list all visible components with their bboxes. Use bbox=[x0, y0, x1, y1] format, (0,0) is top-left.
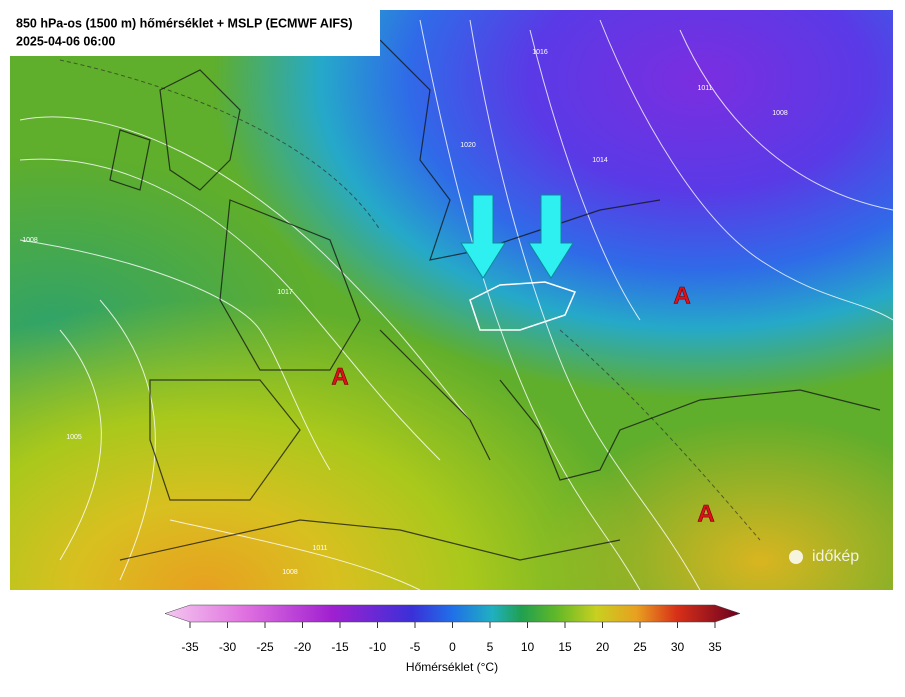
logo: időkép bbox=[812, 548, 859, 565]
isobar-label: 1011 bbox=[697, 85, 712, 92]
map-area: 1016 1011 1008 1014 1020 1017 1008 1005 1011 1008… bbox=[10, 10, 893, 590]
isobar-label: 1005 bbox=[66, 434, 82, 441]
colorbar-tick-label: -25 bbox=[256, 640, 274, 654]
arrow bbox=[528, 194, 574, 279]
high-pressure-label: A bbox=[697, 500, 714, 527]
colorbar-tick-label: 35 bbox=[708, 640, 722, 654]
title: 850 hPa-os (1500 m) hőmérséklet + MSLP (… bbox=[16, 16, 353, 30]
colorbar-tick-label: -30 bbox=[219, 640, 237, 654]
isobar-label: 1008 bbox=[772, 110, 788, 117]
colorbar-tick-label: 15 bbox=[558, 640, 572, 654]
isobar-label: 1017 bbox=[277, 289, 293, 296]
colorbar-tick-label: 0 bbox=[449, 640, 456, 654]
isobar-label: 1008 bbox=[22, 237, 38, 244]
colorbar-tick-label: -15 bbox=[331, 640, 349, 654]
colorbar-tick-label: 10 bbox=[521, 640, 535, 654]
isobar-label: 1020 bbox=[460, 142, 476, 149]
isobar-label: 1008 bbox=[282, 569, 298, 576]
date: 2025-04-06 06:00 bbox=[16, 34, 115, 48]
colorbar-tick-label: -5 bbox=[410, 640, 421, 654]
colorbar-tick-label: 5 bbox=[487, 640, 494, 654]
high-pressure-label: A bbox=[673, 282, 690, 309]
isobar-label: 1016 bbox=[532, 49, 548, 56]
colorbar-label: Hőmérséklet (°C) bbox=[406, 660, 498, 674]
arrow bbox=[460, 194, 506, 279]
colorbar-tick-label: 30 bbox=[671, 640, 685, 654]
isobar-label: 1014 bbox=[592, 157, 608, 164]
colorbar bbox=[164, 604, 741, 623]
arrows bbox=[460, 194, 574, 279]
hungary-outline bbox=[469, 281, 577, 331]
isobar-label: 1011 bbox=[312, 545, 327, 552]
colorbar-tick-label: 25 bbox=[633, 640, 647, 654]
colorbar-tick-label: -20 bbox=[294, 640, 312, 654]
colorbar-tick-label: 20 bbox=[596, 640, 610, 654]
logo-icon bbox=[789, 550, 803, 564]
title-box bbox=[10, 10, 380, 56]
colorbar-tick-label: -35 bbox=[181, 640, 199, 654]
colorbar-tick-label: -10 bbox=[369, 640, 387, 654]
high-pressure-label: A bbox=[331, 363, 348, 390]
